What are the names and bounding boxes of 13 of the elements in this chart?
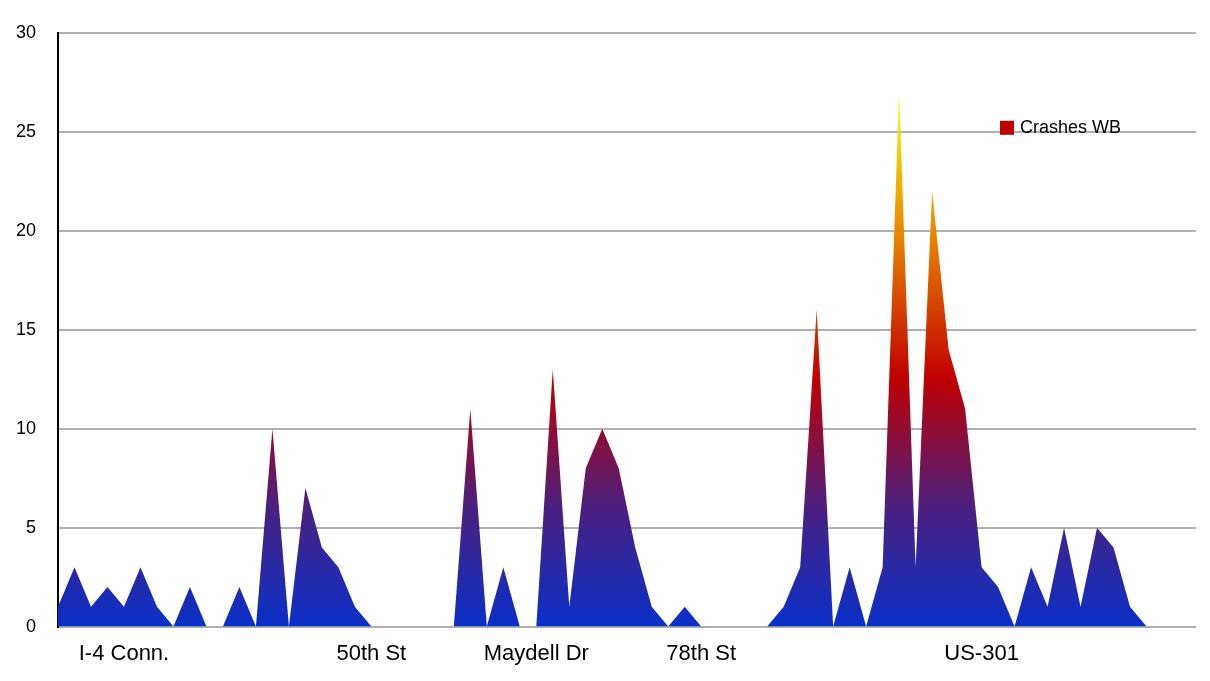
y-tick-label: 5 — [25, 516, 36, 537]
x-tick-label: US-301 — [944, 639, 1019, 665]
y-tick-label: 15 — [15, 318, 36, 339]
x-tick-label: I-4 Conn. — [78, 639, 170, 665]
y-tick-label: 20 — [15, 219, 36, 240]
x-tick-label: 50th St — [336, 639, 407, 665]
x-tick-label: 78th St — [666, 639, 737, 665]
x-tick-label: Maydell Dr — [483, 639, 589, 665]
legend-label: Crashes WB — [1019, 116, 1122, 137]
y-tick-label: 30 — [15, 21, 36, 42]
y-tick-label: 25 — [15, 120, 36, 141]
y-tick-label: 0 — [25, 615, 36, 636]
y-tick-label: 10 — [15, 417, 36, 438]
